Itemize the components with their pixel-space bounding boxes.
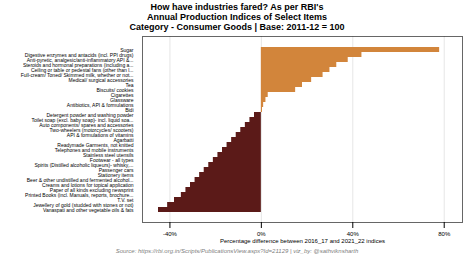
svg-text:Cigarettes: Cigarettes bbox=[110, 91, 134, 98]
svg-text:Readymade Garments, not knitte: Readymade Garments, not knitted bbox=[57, 141, 134, 148]
svg-text:Glassware: Glassware bbox=[109, 96, 134, 103]
svg-text:Stainless steel utensils: Stainless steel utensils bbox=[82, 151, 134, 158]
svg-text:Spirits (Distilled alcoholic l: Spirits (Distilled alcoholic liqueurs)- … bbox=[34, 161, 134, 168]
svg-text:Footwear - all types: Footwear - all types bbox=[89, 156, 134, 163]
svg-text:API & formulations of vitamins: API & formulations of vitamins bbox=[66, 131, 134, 138]
svg-text:Paper of all kinds excluding n: Paper of all kinds excluding newsprint bbox=[49, 186, 134, 193]
svg-text:Agarbatti: Agarbatti bbox=[113, 136, 134, 143]
svg-text:Full-cream/ Toned/ Skimmed mil: Full-cream/ Toned/ Skimmed milk, whether… bbox=[20, 71, 134, 78]
svg-text:T.V. set: T.V. set bbox=[117, 196, 134, 203]
svg-text:Percentage difference between: Percentage difference between 2016_17 an… bbox=[220, 238, 385, 244]
svg-text:Two-wheelers (motorcycles/ sco: Two-wheelers (motorcycles/ scooters) bbox=[49, 126, 134, 133]
svg-text:Beer & other undistilled and f: Beer & other undistilled and fermented a… bbox=[26, 176, 134, 183]
svg-text:Bidi: Bidi bbox=[125, 106, 134, 113]
svg-text:Printed Books (incl. Manuals,: Printed Books (incl. Manuals, reports, b… bbox=[25, 191, 134, 198]
svg-text:Auto components/ spares and ac: Auto components/ spares and accessories bbox=[39, 121, 134, 128]
svg-text:Ceiling or table or pedestal f: Ceiling or table or pedestal fans (other… bbox=[30, 66, 134, 73]
svg-text:Passenger cars: Passenger cars bbox=[98, 166, 134, 173]
svg-text:40%: 40% bbox=[347, 231, 360, 237]
html-text:How have industries fared? As: How have industries fared? As per RBI's … bbox=[129, 2, 345, 33]
svg-text:Steroids and hormonal preparat: Steroids and hormonal preparations (incl… bbox=[22, 61, 134, 68]
svg-text:Sugar: Sugar bbox=[120, 46, 134, 53]
svg-text:Detergent powder and washing p: Detergent powder and washing powder bbox=[46, 111, 134, 118]
svg-text:Biscuits/ cookies: Biscuits/ cookies bbox=[96, 86, 134, 93]
svg-text:Stationery items: Stationery items bbox=[97, 171, 134, 178]
html-text:Source: https://rbi.org.in/Scr: Source: https://rbi.org.in/Scripts/Publi… bbox=[115, 248, 359, 255]
svg-text:Telephones and mobile instrume: Telephones and mobile instruments bbox=[54, 146, 134, 153]
svg-text:Toilet soap (excl. baby soap)-: Toilet soap (excl. baby soap)- incl. liq… bbox=[31, 116, 134, 123]
svg-text:Digestive enzymes and antacids: Digestive enzymes and antacids (incl. PP… bbox=[24, 51, 134, 58]
svg-text:Jewellery of gold (studded wit: Jewellery of gold (studded with stones o… bbox=[33, 201, 134, 208]
svg-text:Medical/ surgical accessories: Medical/ surgical accessories bbox=[68, 77, 134, 83]
svg-text:-40%: -40% bbox=[163, 231, 178, 237]
svg-text:Antibiotics, API & formulation: Antibiotics, API & formulations bbox=[67, 102, 134, 108]
svg-text:Tea: Tea bbox=[125, 81, 134, 88]
svg-text:0%: 0% bbox=[257, 231, 266, 237]
svg-text:Creams and lotions for topical: Creams and lotions for topical applicati… bbox=[42, 181, 134, 188]
svg-text:Anti-pyretic, analgesic/anti-i: Anti-pyretic, analgesic/anti-inflammator… bbox=[26, 56, 134, 63]
svg-text:80%: 80% bbox=[438, 231, 451, 237]
svg-text:Vanaspati and other vegetable: Vanaspati and other vegetable oils & fat… bbox=[43, 207, 134, 213]
